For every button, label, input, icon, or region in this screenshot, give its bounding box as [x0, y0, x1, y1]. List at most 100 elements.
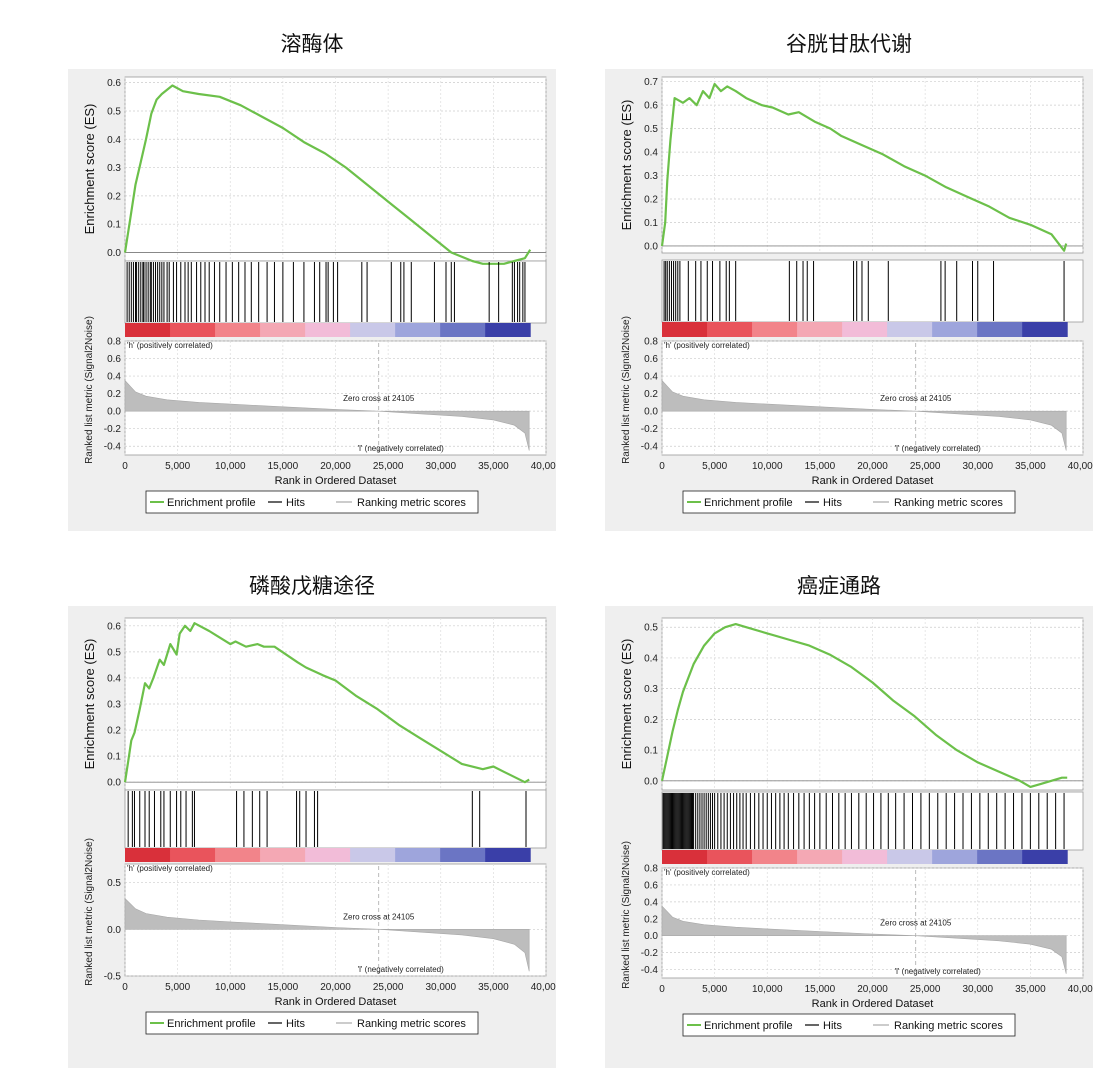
ranking-plot-area [661, 867, 1084, 979]
es-y-axis-label: Enrichment score (ES) [82, 104, 97, 235]
hits-plot-area [124, 789, 547, 849]
rank-gradient-segment [215, 848, 261, 862]
gsea-chart-glutathione: 0.0 0.1 0.2 0.3 0.4 0.5 0.6 0.7 0.8 0.6 0.4 0.2 0.0 -… [619, 76, 1093, 514]
gsea-chart-pentose-phosphate: 0.0 0.1 0.2 0.3 0.4 0.5 0.6 0.5 0.0 -0.5 Zero cros… [82, 617, 556, 1035]
x-tick-label: 35,000 [1015, 461, 1046, 472]
x-tick-label: 10,000 [752, 984, 783, 995]
x-tick-label: 35,000 [478, 982, 509, 993]
es-y-axis-label: Enrichment score (ES) [619, 100, 634, 231]
rank-ytick-label: -0.4 [104, 442, 122, 453]
x-axis-label: Rank in Ordered Dataset [812, 475, 934, 487]
rank-gradient-segment [485, 848, 531, 862]
rank-ytick-label: 0.2 [644, 389, 658, 400]
x-tick-label: 15,000 [268, 461, 299, 472]
rank-ytick-label: -0.2 [641, 948, 659, 959]
rank-ytick-label: -0.2 [641, 424, 659, 435]
rank-gradient-segment [887, 850, 933, 864]
hits-plot-area [661, 259, 1084, 323]
rank-gradient-segment [260, 848, 306, 862]
positive-correlation-label: 'h' (positively correlated) [664, 868, 750, 877]
rank-gradient-segment [842, 850, 888, 864]
legend-label-ranking: Ranking metric scores [357, 497, 466, 509]
rank-gradient-segment [305, 323, 351, 337]
negative-correlation-label: 'l' (negatively correlated) [358, 965, 445, 974]
x-tick-label: 40,000 [1068, 461, 1093, 472]
rank-gradient-segment [977, 850, 1023, 864]
rank-gradient-segment [662, 322, 708, 337]
es-ytick-label: 0.3 [644, 684, 658, 695]
rank-gradient-segment [797, 850, 843, 864]
rank-gradient-segment [395, 323, 441, 337]
rank-gradient-segment [977, 322, 1023, 337]
rank-ytick-label: 0.0 [107, 407, 121, 418]
es-ytick-label: 0.0 [644, 241, 658, 252]
es-ytick-label: 0.4 [107, 135, 121, 146]
x-tick-label: 25,000 [910, 461, 941, 472]
chart-title-cancer: 癌症通路 [797, 574, 881, 598]
gsea-panel-pentose-phosphate: 0.0 0.1 0.2 0.3 0.4 0.5 0.6 0.5 0.0 -0.5 Zero cros… [68, 606, 556, 1068]
x-tick-label: 5,000 [165, 982, 190, 993]
rank-gradient-segment [707, 322, 753, 337]
es-ytick-label: 0.0 [644, 776, 658, 787]
legend-label-hits: Hits [286, 497, 305, 509]
x-tick-label: 0 [122, 982, 128, 993]
gsea-panel-lysosome: 0.0 0.1 0.2 0.3 0.4 0.5 0.6 0.8 0.6 0.4 0.2 0.0 -0.2… [68, 69, 556, 531]
x-tick-label: 25,000 [373, 982, 404, 993]
rank-ytick-label: -0.4 [641, 442, 659, 453]
es-ytick-label: 0.2 [644, 715, 658, 726]
es-ytick-label: 0.2 [644, 195, 658, 206]
rank-gradient-segment [485, 323, 531, 337]
x-tick-label: 10,000 [215, 982, 246, 993]
rank-gradient-segment [125, 848, 171, 862]
rank-gradient-segment [1022, 850, 1068, 864]
rank-gradient-segment [932, 322, 978, 337]
rank-gradient-segment [887, 322, 933, 337]
rank-gradient-segment [305, 848, 351, 862]
es-ytick-label: 0.3 [107, 163, 121, 174]
rank-y-axis-label: Ranked list metric (Signal2Noise) [84, 316, 95, 464]
x-tick-label: 20,000 [857, 461, 888, 472]
rank-y-axis-label: Ranked list metric (Signal2Noise) [621, 316, 632, 464]
enrichment-profile-line [123, 84, 532, 265]
legend-label-enrichment: Enrichment profile [167, 497, 256, 509]
hits-plot-area [124, 260, 547, 324]
rank-gradient-segment [395, 848, 441, 862]
x-tick-label: 20,000 [320, 461, 351, 472]
chart-title-lysosome: 溶酶体 [280, 32, 344, 56]
negative-correlation-label: 'l' (negatively correlated) [895, 967, 982, 976]
es-ytick-label: 0.4 [644, 653, 658, 664]
zero-cross-label: Zero cross at 24105 [343, 912, 415, 921]
es-ytick-label: 0.1 [107, 752, 121, 763]
ranking-metric-area [661, 379, 1067, 451]
x-tick-label: 5,000 [165, 461, 190, 472]
rank-ytick-label: -0.2 [104, 424, 122, 435]
x-tick-label: 25,000 [373, 461, 404, 472]
rank-ytick-label: 0.8 [107, 337, 121, 348]
ranking-metric-area [124, 379, 530, 451]
x-tick-label: 30,000 [962, 461, 993, 472]
legend-label-enrichment: Enrichment profile [704, 497, 793, 509]
es-ytick-label: 0.5 [644, 124, 658, 135]
legend-label-hits: Hits [286, 1018, 305, 1030]
legend-label-ranking: Ranking metric scores [894, 1020, 1003, 1032]
es-ytick-label: 0.6 [644, 101, 658, 112]
rank-ytick-label: 0.0 [644, 931, 658, 942]
es-ytick-label: 0.3 [107, 700, 121, 711]
x-tick-label: 40,000 [531, 982, 556, 993]
es-ytick-label: 0.4 [644, 148, 658, 159]
rank-gradient-segment [707, 850, 753, 864]
rank-ytick-label: 0.5 [107, 878, 121, 889]
rank-ytick-label: 0.4 [107, 372, 121, 383]
x-tick-label: 15,000 [805, 461, 836, 472]
es-ytick-label: 0.5 [107, 106, 121, 117]
legend-label-ranking: Ranking metric scores [894, 497, 1003, 509]
gsea-chart-lysosome: 0.0 0.1 0.2 0.3 0.4 0.5 0.6 0.8 0.6 0.4 0.2 0.0 -0.2… [82, 76, 556, 514]
zero-cross-label: Zero cross at 24105 [880, 919, 952, 928]
es-ytick-label: 0.2 [107, 726, 121, 737]
es-ytick-label: 0.5 [107, 647, 121, 658]
rank-gradient-segment [932, 850, 978, 864]
es-y-axis-label: Enrichment score (ES) [619, 639, 634, 770]
rank-ytick-label: 0.0 [107, 925, 121, 936]
x-tick-label: 30,000 [425, 461, 456, 472]
x-tick-label: 0 [122, 461, 128, 472]
